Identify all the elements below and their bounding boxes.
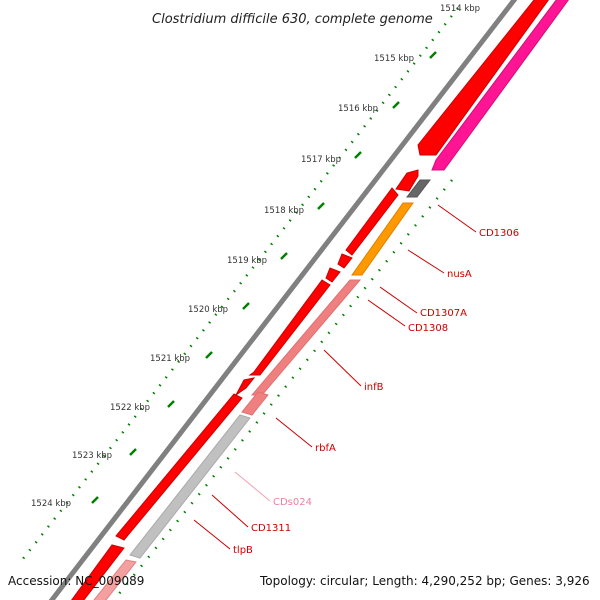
gene-reverse-pink-3 — [93, 559, 137, 600]
gene-label-cd1306[interactable]: CD1306 — [479, 228, 519, 239]
tick-label: 1515 kbp — [374, 54, 414, 64]
genome-backbone — [48, 0, 518, 600]
tick-label: 1519 kbp — [227, 256, 267, 266]
gene-reverse-gray — [129, 414, 251, 559]
tick-label: 1514 kbp — [440, 4, 480, 14]
tick-marks — [91, 51, 437, 504]
tick-label: 1517 kbp — [301, 155, 341, 165]
gene-label-cd1311[interactable]: CD1311 — [251, 523, 291, 534]
tick-label: 1516 kbp — [338, 104, 378, 114]
tick-label: 1518 kbp — [264, 206, 304, 216]
gene-forward-5 — [325, 267, 341, 283]
gene-label-tlpb[interactable]: tlpB — [233, 545, 253, 556]
gene-label-cd1308[interactable]: CD1308 — [408, 323, 448, 334]
tick-label: 1523 kbp — [72, 451, 112, 461]
gene-labels: CD1306 nusA CD1307A CD1308 infB rbfA CDs… — [233, 228, 519, 556]
gene-label-infb[interactable]: infB — [364, 382, 384, 393]
gene-forward-4 — [337, 253, 353, 269]
gene-forward-2 — [395, 169, 419, 192]
gene-forward-6 — [248, 279, 331, 376]
gene-forward-1 — [417, 0, 549, 156]
gene-reverse-pink-1 — [250, 279, 362, 396]
inner-tick-dots — [112, 179, 453, 600]
map-title: Clostridium difficile 630, complete geno… — [152, 12, 433, 27]
tick-labels: 1514 kbp 1515 kbp 1516 kbp 1517 kbp 1518… — [31, 4, 480, 509]
gene-reverse-gray-dark — [405, 179, 432, 198]
accession-label: Accession: NC_009089 — [8, 574, 144, 588]
gene-reverse-pink-2 — [241, 391, 269, 416]
tick-label: 1522 kbp — [110, 403, 150, 413]
tick-dot-track — [21, 7, 459, 561]
gene-label-cd1307a[interactable]: CD1307A — [420, 308, 467, 319]
tick-label: 1521 kbp — [150, 354, 190, 364]
gene-forward-9 — [71, 544, 125, 600]
gene-label-nusa[interactable]: nusA — [447, 269, 472, 280]
gene-label-rbfa[interactable]: rbfA — [315, 443, 336, 454]
leader-lines — [193, 204, 477, 550]
gene-forward-3 — [345, 187, 399, 256]
gene-rna-magenta — [431, 0, 569, 171]
topology-summary: Topology: circular; Length: 4,290,252 bp… — [259, 574, 590, 588]
gene-forward-7 — [235, 377, 256, 396]
gene-reverse-orange — [351, 202, 414, 276]
gene-label-cds024[interactable]: CDs024 — [273, 497, 312, 508]
tick-label: 1520 kbp — [188, 305, 228, 315]
tick-label: 1524 kbp — [31, 499, 71, 509]
gene-forward-8 — [115, 393, 243, 541]
